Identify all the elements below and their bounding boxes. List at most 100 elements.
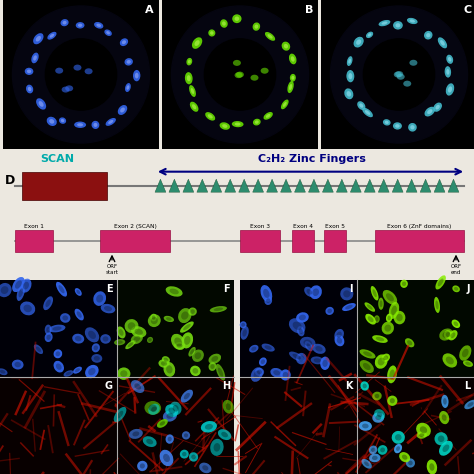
Polygon shape — [309, 179, 319, 192]
Ellipse shape — [410, 125, 415, 129]
Ellipse shape — [47, 117, 57, 126]
Ellipse shape — [386, 293, 394, 301]
Ellipse shape — [62, 87, 70, 92]
Ellipse shape — [0, 283, 12, 297]
Ellipse shape — [266, 114, 271, 118]
Ellipse shape — [85, 327, 99, 342]
Text: L: L — [464, 381, 470, 391]
Ellipse shape — [96, 24, 101, 27]
Ellipse shape — [250, 75, 258, 81]
Ellipse shape — [343, 290, 350, 298]
Ellipse shape — [36, 36, 41, 42]
Ellipse shape — [403, 81, 411, 87]
Polygon shape — [211, 179, 222, 192]
Text: Exon 5: Exon 5 — [325, 224, 345, 228]
Ellipse shape — [326, 307, 334, 315]
Ellipse shape — [75, 336, 82, 341]
Ellipse shape — [195, 352, 201, 359]
Ellipse shape — [186, 58, 192, 65]
Bar — [240, 377, 357, 474]
Ellipse shape — [223, 400, 234, 414]
Polygon shape — [281, 179, 292, 192]
Ellipse shape — [33, 55, 37, 61]
Ellipse shape — [192, 104, 196, 109]
Ellipse shape — [120, 38, 128, 46]
Ellipse shape — [114, 407, 127, 422]
Ellipse shape — [236, 72, 244, 78]
Ellipse shape — [292, 354, 301, 359]
Ellipse shape — [390, 398, 395, 403]
Ellipse shape — [446, 69, 449, 75]
Ellipse shape — [127, 85, 129, 90]
Polygon shape — [253, 179, 264, 192]
Ellipse shape — [447, 55, 453, 64]
Ellipse shape — [396, 446, 400, 451]
Ellipse shape — [34, 345, 43, 354]
Ellipse shape — [266, 298, 270, 303]
Ellipse shape — [374, 394, 379, 398]
Ellipse shape — [419, 433, 424, 437]
Ellipse shape — [380, 301, 383, 307]
Ellipse shape — [73, 366, 82, 374]
Ellipse shape — [209, 362, 217, 371]
Ellipse shape — [0, 370, 5, 374]
Ellipse shape — [267, 34, 273, 38]
Ellipse shape — [178, 308, 191, 323]
Ellipse shape — [165, 434, 174, 444]
Ellipse shape — [0, 368, 8, 375]
Ellipse shape — [33, 33, 44, 44]
Polygon shape — [267, 179, 277, 192]
Ellipse shape — [446, 356, 454, 365]
Ellipse shape — [281, 100, 289, 109]
Ellipse shape — [218, 368, 223, 377]
Polygon shape — [378, 179, 389, 192]
Ellipse shape — [66, 372, 71, 375]
Ellipse shape — [439, 328, 453, 341]
Ellipse shape — [290, 74, 296, 82]
Ellipse shape — [253, 22, 260, 31]
Ellipse shape — [151, 317, 158, 324]
Ellipse shape — [15, 362, 21, 367]
Ellipse shape — [416, 423, 431, 437]
Ellipse shape — [310, 356, 324, 365]
Ellipse shape — [367, 304, 373, 310]
Ellipse shape — [104, 306, 112, 311]
Bar — [117, 280, 234, 377]
Ellipse shape — [58, 285, 64, 293]
Ellipse shape — [209, 354, 221, 364]
Ellipse shape — [191, 455, 196, 459]
Ellipse shape — [410, 19, 415, 23]
Ellipse shape — [363, 383, 367, 388]
Ellipse shape — [383, 290, 397, 305]
Ellipse shape — [289, 54, 297, 64]
Ellipse shape — [232, 121, 244, 127]
Ellipse shape — [315, 346, 323, 352]
Ellipse shape — [354, 37, 364, 47]
Ellipse shape — [408, 461, 413, 465]
Ellipse shape — [28, 87, 31, 91]
Ellipse shape — [255, 25, 258, 28]
Ellipse shape — [91, 121, 100, 129]
Ellipse shape — [406, 458, 415, 467]
Ellipse shape — [59, 118, 66, 124]
Bar — [15, 230, 53, 252]
Ellipse shape — [427, 459, 437, 474]
Ellipse shape — [368, 316, 374, 322]
Ellipse shape — [233, 60, 241, 66]
Ellipse shape — [74, 121, 86, 128]
Ellipse shape — [435, 432, 447, 446]
Ellipse shape — [188, 60, 191, 64]
Ellipse shape — [242, 329, 247, 337]
Ellipse shape — [382, 21, 387, 25]
Ellipse shape — [467, 402, 474, 407]
Ellipse shape — [15, 281, 22, 289]
Ellipse shape — [202, 465, 209, 471]
Ellipse shape — [402, 282, 406, 286]
Ellipse shape — [344, 88, 353, 99]
Ellipse shape — [405, 338, 414, 347]
Ellipse shape — [166, 365, 173, 374]
Ellipse shape — [162, 356, 170, 363]
Ellipse shape — [235, 72, 243, 78]
Ellipse shape — [210, 364, 215, 369]
Text: C₂H₂ Zinc Fingers: C₂H₂ Zinc Fingers — [258, 154, 366, 164]
